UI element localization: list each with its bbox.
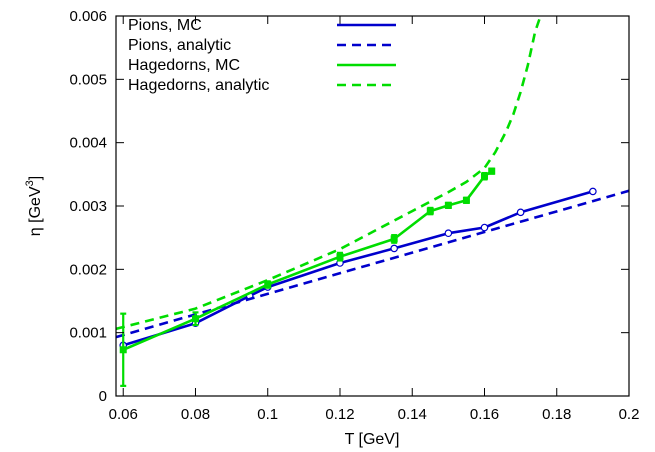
data-point xyxy=(390,244,398,253)
data-point xyxy=(480,172,488,180)
x-tick-label: 0.18 xyxy=(542,406,571,423)
data-point xyxy=(191,315,199,323)
data-point xyxy=(589,187,597,196)
series-layer xyxy=(116,16,629,387)
x-tick-label: 0.16 xyxy=(470,406,499,423)
x-tick-label: 0.2 xyxy=(619,406,640,423)
x-tick-label: 0.08 xyxy=(181,406,210,423)
y-axis-label-sup: 3 xyxy=(24,180,36,186)
series-line xyxy=(116,189,629,339)
data-point xyxy=(462,196,470,204)
y-tick-label: 0.003 xyxy=(69,198,107,215)
x-tick-label: 0.12 xyxy=(325,406,354,423)
data-point xyxy=(516,208,525,217)
x-tick-label: 0.06 xyxy=(109,406,138,423)
y-tick-label: 0.001 xyxy=(69,325,107,342)
legend-label: Pions, MC xyxy=(128,17,202,34)
legend-label: Pions, analytic xyxy=(128,37,231,54)
data-point xyxy=(480,223,489,232)
x-axis: 0.06 0.08 0.1 0.12 0.14 0.16 0.18 0.2 xyxy=(109,16,640,423)
legend: Pions, MC Pions, analytic Hagedorns, MC Hag… xyxy=(128,17,396,94)
data-point xyxy=(119,346,127,354)
data-point xyxy=(444,229,453,238)
y-axis: 0 0.001 0.002 0.003 0.004 0.005 0.006 xyxy=(69,8,629,405)
y-axis-label-main: η [GeV xyxy=(27,186,44,236)
data-point xyxy=(488,167,496,175)
series-line xyxy=(122,170,493,351)
y-tick-label: 0 xyxy=(99,388,107,405)
data-point xyxy=(336,253,344,261)
legend-label: Hagedorns, analytic xyxy=(128,77,269,94)
series-pions-analytic xyxy=(116,189,629,339)
data-point xyxy=(444,201,452,209)
y-tick-label: 0.004 xyxy=(69,135,107,152)
y-axis-label: η [GeV3] xyxy=(24,176,44,236)
x-tick-label: 0.1 xyxy=(257,406,278,423)
data-point xyxy=(426,207,434,215)
series-hagedorns-mc xyxy=(119,167,496,387)
series-pions-mc xyxy=(119,187,597,350)
data-point xyxy=(264,281,272,289)
y-tick-label: 0.002 xyxy=(69,261,107,278)
data-point xyxy=(390,235,398,243)
x-tick-label: 0.14 xyxy=(398,406,427,423)
legend-label: Hagedorns, MC xyxy=(128,57,240,74)
series-hagedorns-analytic xyxy=(116,16,542,331)
y-tick-label: 0.005 xyxy=(69,71,107,88)
y-tick-label: 0.006 xyxy=(69,8,107,25)
series-line xyxy=(122,190,594,347)
x-axis-label: T [GeV] xyxy=(345,431,400,448)
series-line xyxy=(116,16,542,331)
y-axis-label-close: ] xyxy=(27,176,44,180)
